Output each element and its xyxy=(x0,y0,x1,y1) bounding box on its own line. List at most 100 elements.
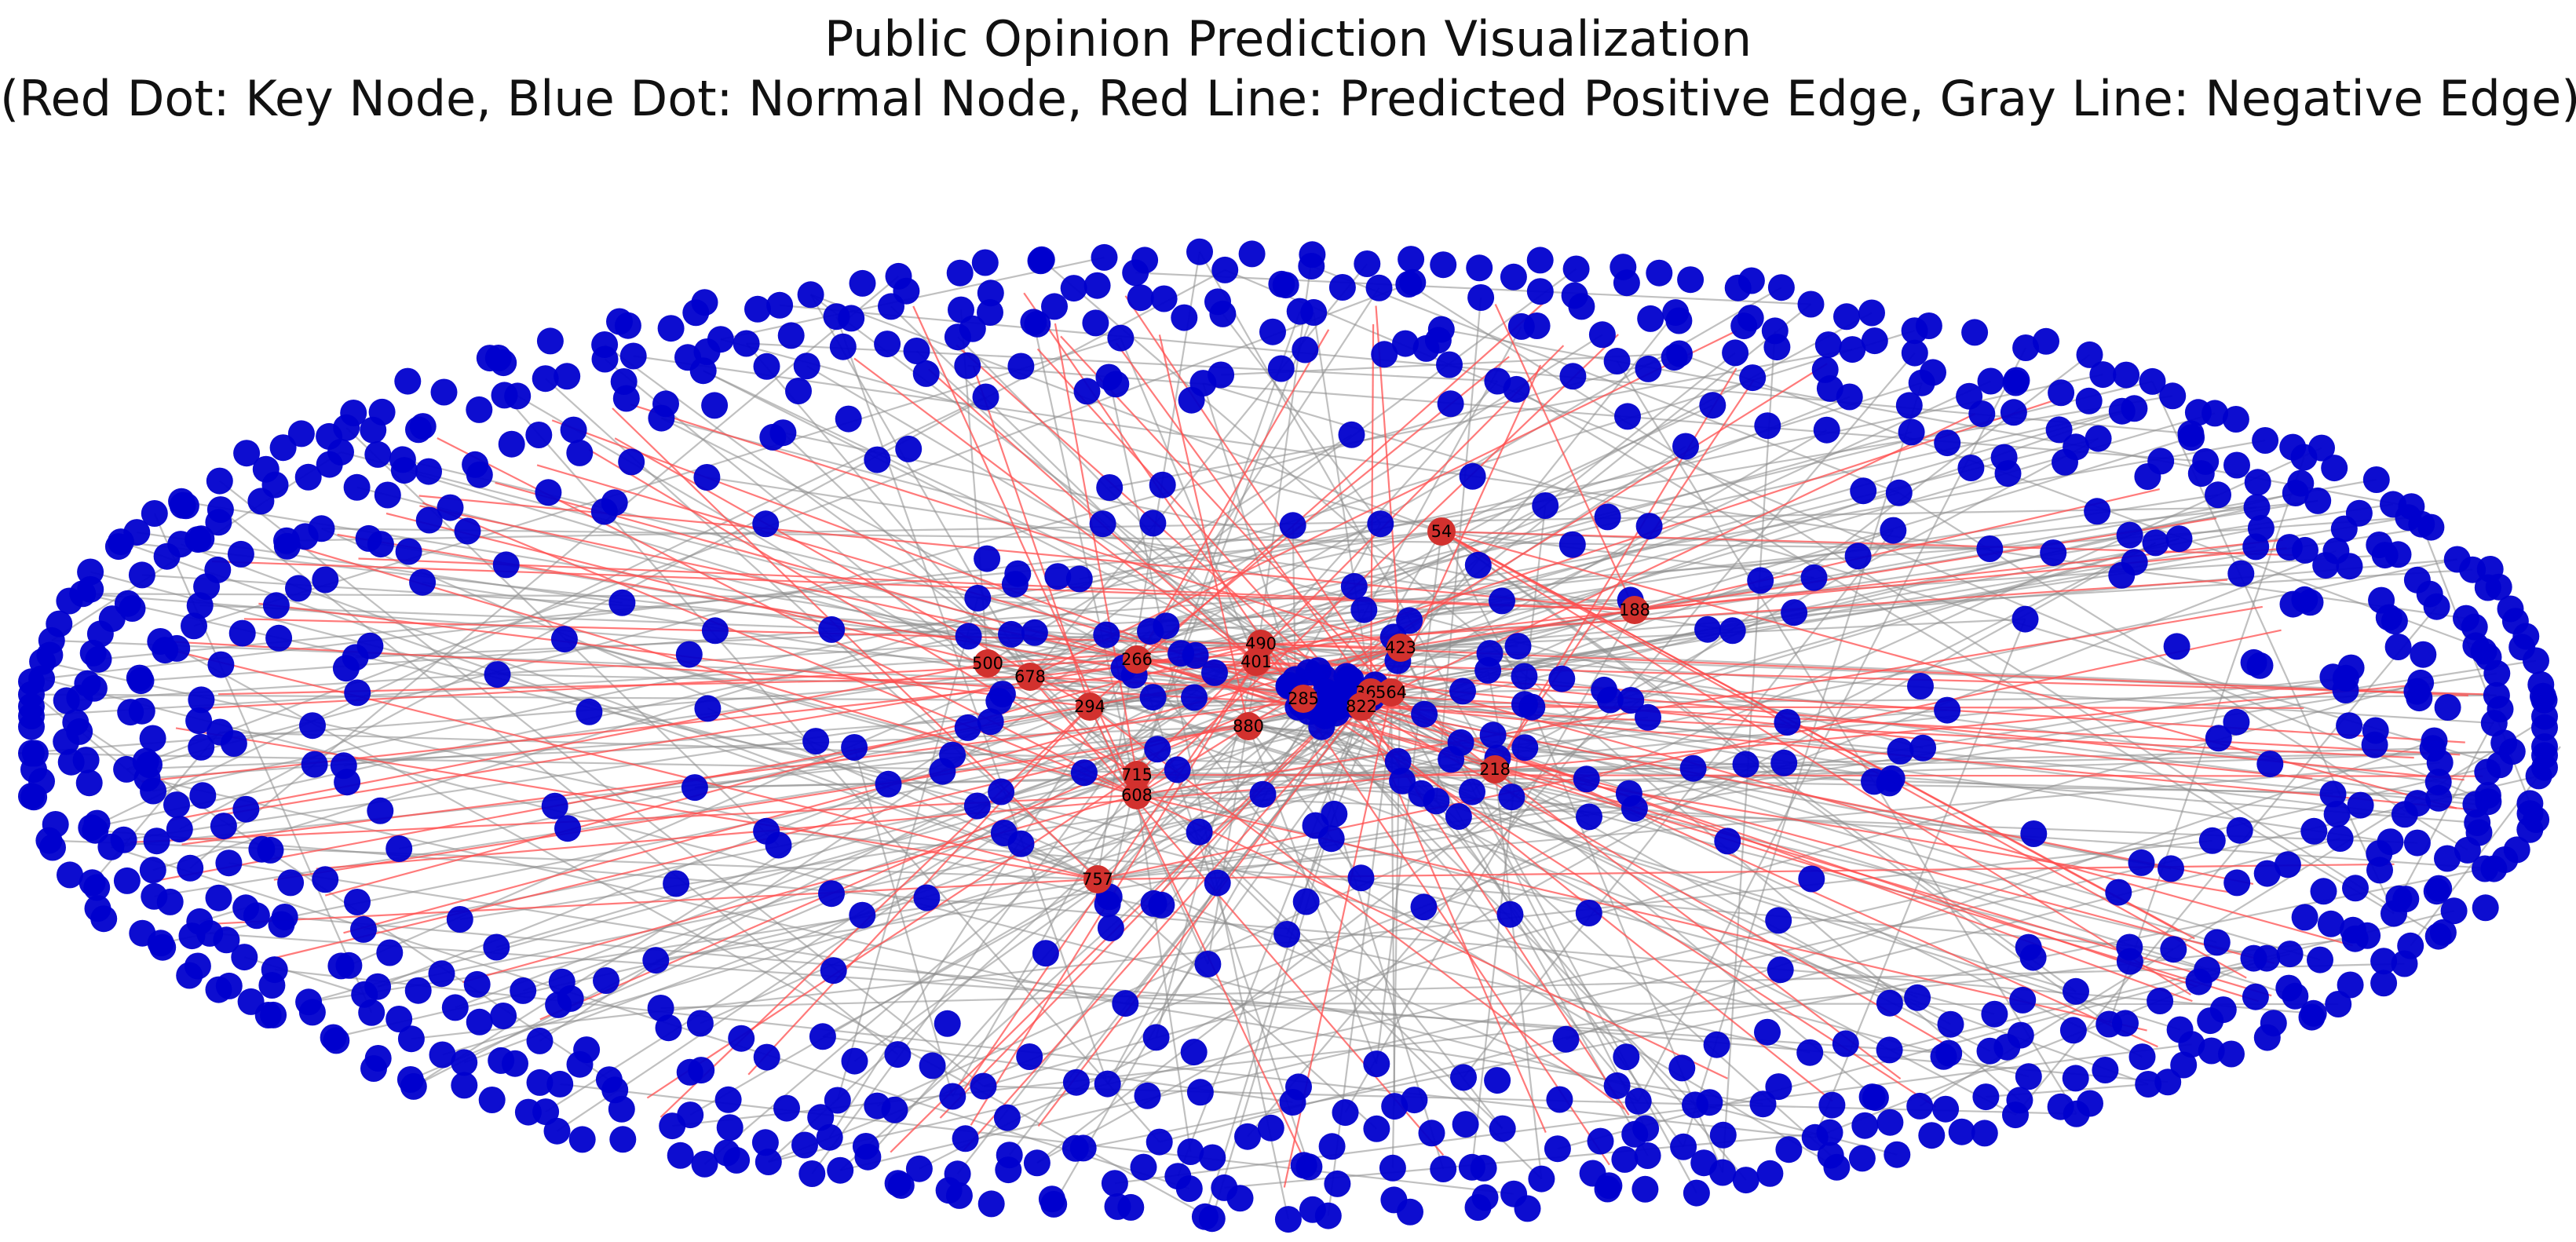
normal-node xyxy=(204,556,232,583)
normal-node xyxy=(285,575,312,602)
negative-edge xyxy=(1679,353,2476,647)
normal-node xyxy=(85,645,112,673)
positive-edge xyxy=(1136,773,2483,777)
normal-node xyxy=(2105,879,2132,906)
key-node: 423 xyxy=(1385,634,1416,662)
normal-node xyxy=(1767,956,1794,984)
key-node-label: 678 xyxy=(1014,667,1046,686)
normal-node xyxy=(820,957,847,984)
positive-edge xyxy=(141,660,1257,783)
normal-node xyxy=(1839,336,1866,363)
normal-node xyxy=(1069,1134,1097,1162)
normal-node xyxy=(1073,378,1101,405)
normal-node xyxy=(694,695,722,722)
normal-node xyxy=(1318,1133,1346,1160)
normal-node xyxy=(2454,836,2481,864)
normal-node xyxy=(2410,641,2437,668)
normal-node xyxy=(312,866,339,893)
negative-edge xyxy=(780,304,2191,435)
negative-edge xyxy=(1109,349,1853,489)
normal-node xyxy=(1436,351,1463,378)
normal-node xyxy=(110,826,137,853)
normal-node xyxy=(912,360,940,387)
normal-node xyxy=(818,616,846,643)
normal-node xyxy=(913,884,941,911)
normal-node xyxy=(2019,944,2047,971)
negative-edge xyxy=(1400,646,2497,696)
normal-node xyxy=(1703,1031,1730,1058)
normal-node xyxy=(1976,535,2004,562)
normal-node xyxy=(446,906,473,933)
normal-node xyxy=(713,1139,740,1167)
normal-node xyxy=(707,326,734,353)
positive-edge xyxy=(1136,605,2263,797)
normal-node xyxy=(854,1143,882,1171)
normal-node xyxy=(2434,694,2461,721)
normal-node xyxy=(548,968,575,995)
normal-node xyxy=(716,1114,744,1142)
normal-node xyxy=(490,1003,517,1029)
normal-node xyxy=(753,353,780,380)
normal-node xyxy=(1800,564,1828,591)
normal-node xyxy=(686,1010,714,1037)
normal-node xyxy=(367,797,394,824)
normal-node xyxy=(884,1170,912,1197)
positive-edge xyxy=(418,495,1635,612)
normal-node xyxy=(1062,1068,1090,1096)
normal-node xyxy=(1719,617,1746,645)
normal-node xyxy=(1211,256,1239,283)
normal-node xyxy=(995,1156,1022,1184)
negative-edge xyxy=(152,374,2103,792)
normal-node xyxy=(1430,1156,1457,1182)
normal-node xyxy=(1876,1109,1904,1136)
normal-node xyxy=(188,733,215,761)
negative-edge xyxy=(564,638,1138,797)
negative-edge xyxy=(1036,542,2157,1164)
normal-node xyxy=(1631,1175,1659,1203)
normal-node xyxy=(1665,307,1693,334)
normal-node xyxy=(1489,587,1515,615)
normal-node xyxy=(1437,390,1464,418)
normal-node xyxy=(1880,517,1907,544)
normal-node xyxy=(977,708,1004,736)
normal-node xyxy=(1994,460,2022,488)
negative-edge xyxy=(1211,813,1336,1219)
normal-node xyxy=(1032,940,1059,967)
normal-node xyxy=(248,835,276,863)
normal-node xyxy=(163,791,190,819)
normal-node xyxy=(390,457,418,484)
normal-node xyxy=(1144,736,1171,763)
negative-edge xyxy=(90,571,2030,1078)
normal-node xyxy=(1634,1142,1661,1169)
normal-node xyxy=(2336,553,2363,580)
key-node: 608 xyxy=(1121,781,1153,809)
normal-node xyxy=(271,904,298,930)
normal-node xyxy=(2276,941,2304,968)
normal-node xyxy=(905,1155,933,1182)
normal-node xyxy=(1181,684,1208,711)
normal-node xyxy=(429,1041,456,1068)
normal-node xyxy=(550,626,578,653)
negative-edge xyxy=(49,839,1098,881)
normal-node xyxy=(394,367,422,395)
normal-node xyxy=(1518,693,1546,721)
negative-edge xyxy=(660,417,1138,660)
normal-node xyxy=(998,620,1025,648)
positive-edge xyxy=(1441,530,2457,809)
normal-node xyxy=(1112,990,1139,1017)
key-node-label: 285 xyxy=(1288,689,1319,708)
normal-node xyxy=(1459,462,1486,490)
normal-node xyxy=(1418,1120,1445,1147)
positive-edge xyxy=(1260,642,2468,697)
positive-edge xyxy=(1116,342,1372,693)
normal-node xyxy=(2003,367,2030,394)
normal-node xyxy=(526,1068,554,1096)
normal-node xyxy=(2323,801,2351,827)
normal-node xyxy=(2406,685,2433,712)
normal-node xyxy=(1576,803,1602,831)
negative-edge xyxy=(1159,837,2340,1143)
normal-node xyxy=(1594,503,1621,531)
key-node: 218 xyxy=(1479,755,1511,784)
normal-node xyxy=(824,1087,851,1114)
normal-node xyxy=(1396,607,1423,634)
